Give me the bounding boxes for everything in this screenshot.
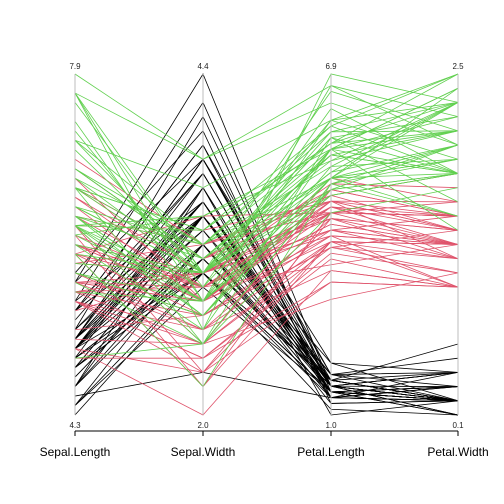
series-1-line-43 xyxy=(74,281,459,373)
series-1-line-31 xyxy=(74,258,459,359)
data-lines xyxy=(74,73,459,416)
series-2-line-11 xyxy=(74,158,459,317)
series-2-line-0 xyxy=(74,73,459,231)
series-2-line-37 xyxy=(74,154,459,260)
series-2-line-49 xyxy=(74,173,459,274)
series-1-line-48 xyxy=(74,272,459,345)
series-0-line-13 xyxy=(74,272,459,416)
series-1-line-39 xyxy=(74,241,459,345)
series-1-line-29 xyxy=(74,270,459,331)
series-2-line-31 xyxy=(74,73,459,160)
series-2-line-44 xyxy=(74,73,459,231)
min-label-petal-width: 0.1 xyxy=(452,421,464,430)
series-2-line-9 xyxy=(74,73,459,189)
series-0-line-42 xyxy=(74,243,459,406)
series-2-line-17 xyxy=(74,85,459,160)
max-label-sepal-width: 4.4 xyxy=(197,62,209,71)
series-2-line-25 xyxy=(74,125,459,246)
series-2-line-19 xyxy=(74,183,459,388)
series-2-line-38 xyxy=(74,173,459,274)
series-2-line-34 xyxy=(74,148,459,331)
series-2-line-40 xyxy=(74,87,459,260)
max-label-sepal-length: 7.9 xyxy=(69,62,81,71)
series-0-line-41 xyxy=(74,371,459,399)
series-0-line-46 xyxy=(74,158,459,402)
series-2-line-42 xyxy=(74,158,459,317)
series-2-line-46 xyxy=(74,158,459,345)
series-0-line-48 xyxy=(74,172,459,402)
series-2-line-47 xyxy=(74,144,459,274)
series-1-line-40 xyxy=(74,218,459,331)
min-label-petal-length: 1.0 xyxy=(325,421,337,430)
axis-name-sepal-length: Sepal.Length xyxy=(40,445,111,459)
series-0-line-43 xyxy=(74,201,459,381)
series-2-line-29 xyxy=(74,137,459,274)
series-1-line-37 xyxy=(74,218,459,373)
axis-name-petal-length: Petal.Length xyxy=(297,445,364,459)
max-label-petal-length: 6.9 xyxy=(325,62,337,71)
series-2-line-35 xyxy=(74,92,459,274)
axis-name-petal-width: Petal.Width xyxy=(427,445,488,459)
series-2-line-21 xyxy=(74,144,459,302)
axis-name-sepal-width: Sepal.Width xyxy=(171,445,236,459)
labels: 7.9 4.3 Sepal.Length 4.4 2.0 Sepal.Width 6.9 1.… xyxy=(40,62,489,459)
series-0-line-3 xyxy=(74,258,459,402)
min-label-sepal-length: 4.3 xyxy=(69,421,81,430)
min-label-sepal-width: 2.0 xyxy=(197,421,209,430)
series-1-line-49 xyxy=(74,235,459,302)
series-2-line-48 xyxy=(74,102,459,236)
max-label-petal-width: 2.5 xyxy=(452,62,464,71)
axes xyxy=(74,74,459,436)
series-2-line-41 xyxy=(74,102,459,260)
series-1-line-47 xyxy=(74,223,459,288)
series-2-line-22 xyxy=(74,85,459,303)
series-1-line-45 xyxy=(74,229,459,283)
